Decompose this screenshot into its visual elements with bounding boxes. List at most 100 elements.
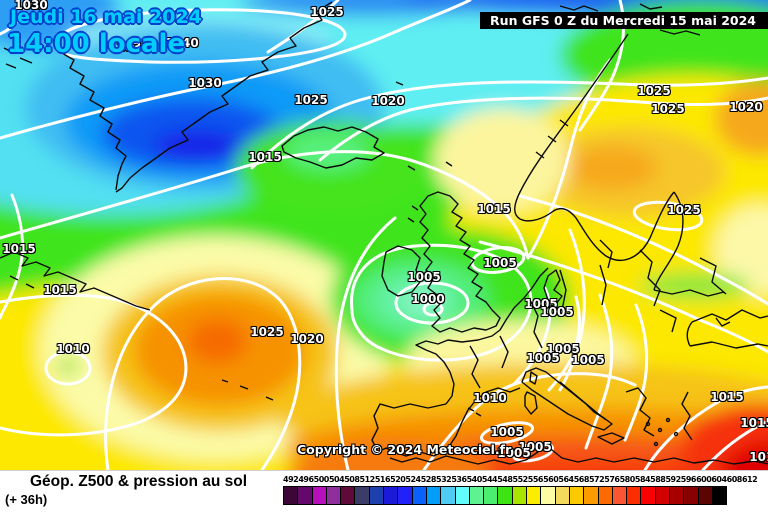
colorbar-cell: [611, 486, 628, 505]
geopotential-color-field: [0, 0, 768, 470]
copyright-text: Copyright © 2024 Meteociel.fr: [297, 442, 512, 457]
colorbar-cell: [468, 486, 485, 505]
pressure-label: 1015: [740, 416, 768, 430]
pressure-label: 1015: [248, 150, 282, 164]
colorbar-cell: [597, 486, 613, 505]
pressure-label: 1025: [667, 203, 701, 217]
colorbar: 492 496 500 504 508 512 516 520 524 528 532 536 540 5…: [283, 475, 758, 505]
colorbar-tick: 536: [451, 475, 467, 484]
colorbar-tick: 568: [573, 475, 590, 484]
colorbar-tick: 608: [726, 475, 743, 484]
pressure-label: 1015: [2, 242, 36, 256]
colorbar-tick: 604: [711, 475, 727, 484]
forecast-hour-label: (+ 36h): [5, 492, 48, 507]
pressure-label: 1015: [710, 390, 744, 404]
pressure-label: 1005: [483, 256, 517, 270]
pressure-label: 1010: [56, 342, 90, 356]
colorbar-tick: 600: [696, 475, 712, 484]
colorbar-tick: 532: [436, 475, 452, 484]
pressure-label: 1015: [749, 450, 768, 464]
coastlines: [0, 1, 768, 465]
colorbar-tick: 544: [481, 475, 498, 484]
pressure-label: 1005: [497, 446, 531, 460]
valid-time-label: Jeudi 16 mai 2024 14:00 locale: [7, 6, 202, 59]
colorbar-tick: 592: [665, 475, 681, 484]
colorbar-tick: 548: [497, 475, 513, 484]
colorbar-cell: [397, 486, 413, 505]
colorbar-tick: 584: [634, 475, 651, 484]
colorbar-cell: [683, 486, 699, 505]
colorbar-cell: [425, 486, 442, 505]
pressure-label: 1005: [571, 353, 605, 367]
colorbar-cell: [526, 486, 542, 505]
colorbar-cell: [497, 486, 513, 505]
colorbar-tick: 504: [328, 475, 345, 484]
pressure-label: 1005: [526, 351, 560, 365]
colorbar-cell: [483, 486, 499, 505]
colorbar-cell: [440, 486, 456, 505]
colorbar-cell: [511, 486, 528, 505]
colorbar-tick: 496: [298, 475, 314, 484]
colorbar-tick: 528: [420, 475, 437, 484]
colorbar-cell: [568, 486, 585, 505]
pressure-label: 1000: [411, 292, 445, 306]
pressure-label: 1020: [290, 332, 324, 346]
colorbar-tick: 556: [527, 475, 544, 484]
colorbar-tick: 612: [741, 475, 758, 484]
colorbar-tick: 520: [390, 475, 406, 484]
map-graphic: [0, 0, 768, 470]
pressure-label: 1005: [546, 342, 580, 356]
colorbar-cell: [311, 486, 327, 505]
colorbar-cells: [283, 486, 757, 505]
colorbar-tick: 588: [650, 475, 666, 484]
colorbar-tick: 516: [374, 475, 391, 484]
pressure-label: 1025: [310, 5, 344, 19]
pressure-label: 1005: [540, 305, 574, 319]
pressure-label: 1020: [371, 94, 405, 108]
chart-title: Géop. Z500 & pression au sol: [30, 473, 248, 490]
colorbar-cell: [654, 486, 671, 505]
colorbar-tick: 492: [283, 475, 299, 484]
colorbar-tick: 540: [466, 475, 483, 484]
model-run-label: Run GFS 0 Z du Mercredi 15 mai 2024: [480, 12, 768, 29]
map-canvas: 1030 1025 1035 1040 1030 1025 1020 1025 1025 1020…: [0, 0, 768, 470]
colorbar-cell: [297, 486, 313, 505]
pressure-label: 1005: [490, 425, 524, 439]
colorbar-tick: 560: [543, 475, 559, 484]
colorbar-tick: 508: [344, 475, 360, 484]
pressure-label: 1030: [14, 0, 48, 12]
colorbar-cell: [583, 486, 599, 505]
colorbar-cell: [697, 486, 713, 505]
colorbar-cell: [669, 486, 685, 505]
colorbar-cell: [554, 486, 570, 505]
pressure-label: 1035: [116, 40, 150, 54]
colorbar-ticks: 492 496 500 504 508 512 516 520 524 528 532 536 540 5…: [283, 475, 758, 485]
pressure-label: 1005: [407, 270, 441, 284]
colorbar-cell: [368, 486, 385, 505]
colorbar-tick: 500: [313, 475, 330, 484]
pressure-label: 1020: [729, 100, 763, 114]
colorbar-tick: 596: [680, 475, 697, 484]
pressure-label: 1030: [188, 76, 222, 90]
pressure-label: 1025: [637, 84, 671, 98]
colorbar-cell: [454, 486, 470, 505]
pressure-label: 1025: [250, 325, 284, 339]
colorbar-cell: [283, 486, 299, 505]
colorbar-cell: [640, 486, 656, 505]
pressure-label: 1040: [165, 36, 199, 50]
pressure-label: 1010: [473, 391, 507, 405]
colorbar-tick: 524: [405, 475, 421, 484]
pressure-label: 1015: [477, 202, 511, 216]
colorbar-cell: [540, 486, 556, 505]
colorbar-cell: [325, 486, 342, 505]
colorbar-cell: [383, 486, 399, 505]
colorbar-cell: [354, 486, 370, 505]
pressure-label: 1025: [294, 93, 328, 107]
colorbar-tick: 552: [512, 475, 529, 484]
colorbar-tick: 572: [588, 475, 605, 484]
colorbar-cell: [711, 486, 728, 505]
pressure-label: 1015: [43, 283, 77, 297]
colorbar-cell: [340, 486, 356, 505]
colorbar-tick: 576: [604, 475, 620, 484]
